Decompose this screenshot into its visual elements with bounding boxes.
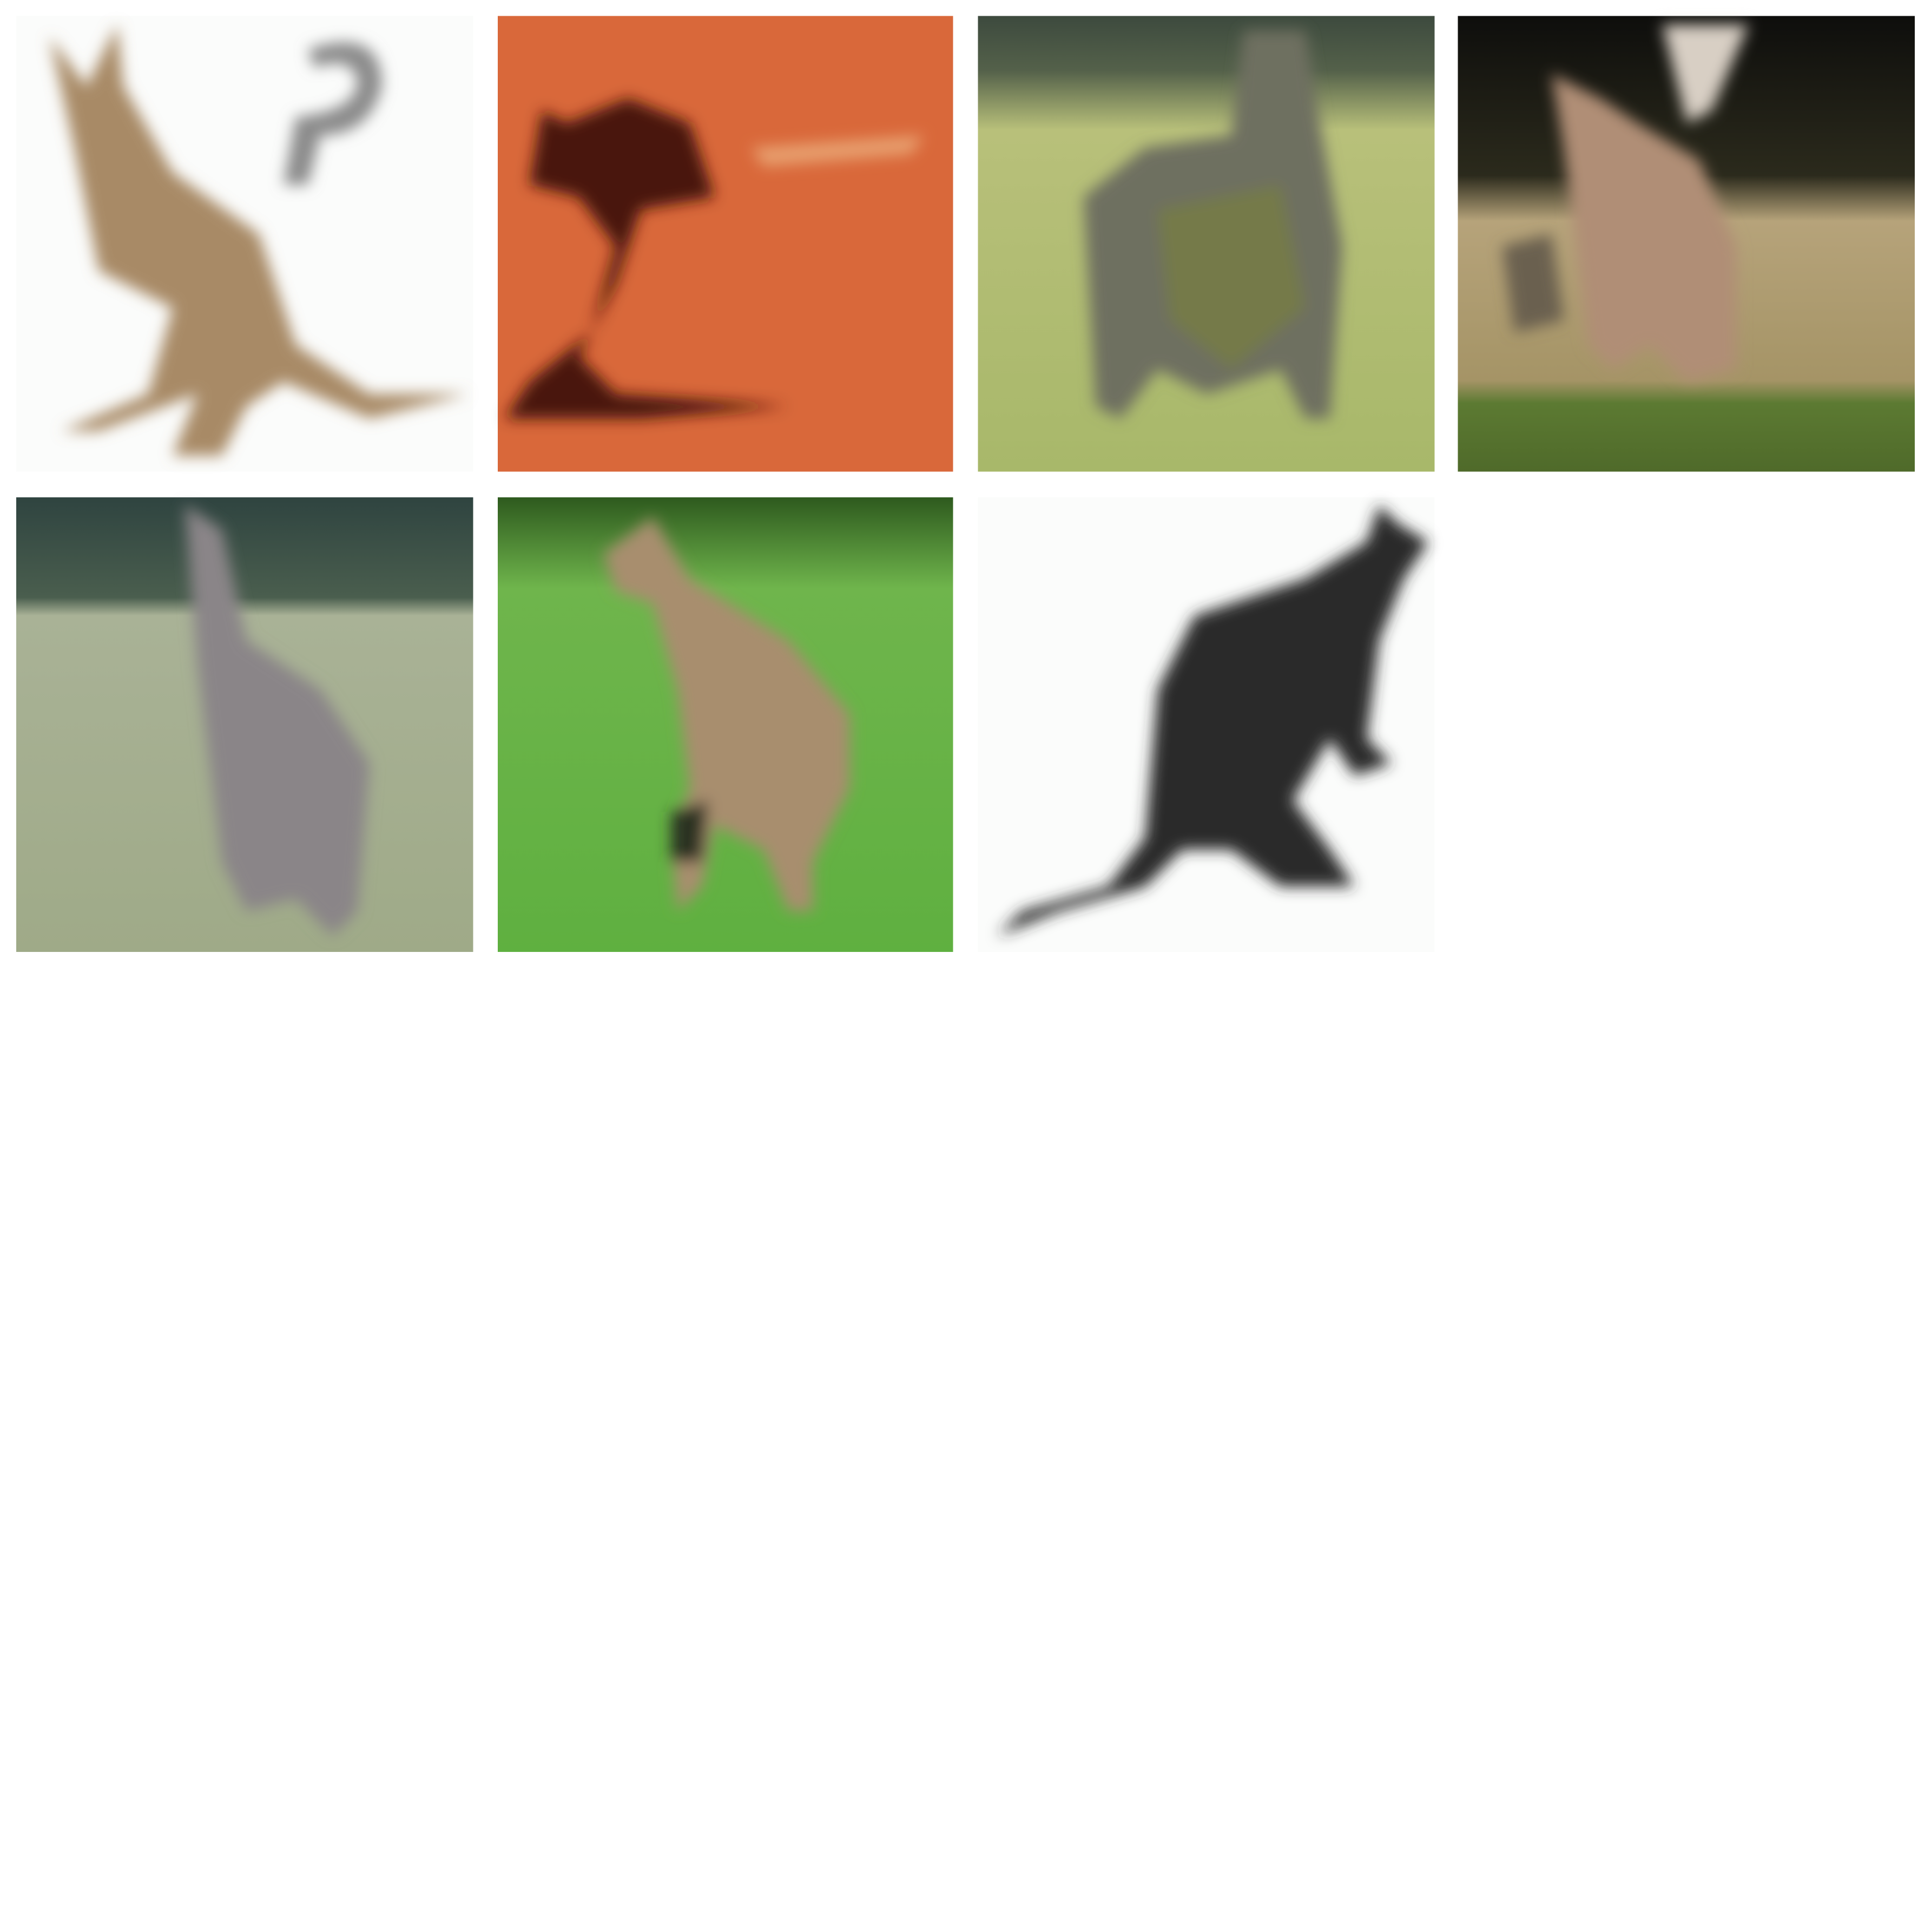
image-tile <box>16 497 473 952</box>
kangaroo <box>603 517 850 911</box>
kangaroo <box>184 504 370 936</box>
kangaroo <box>49 24 469 456</box>
image-tile <box>16 16 473 472</box>
image-tile <box>978 497 1435 952</box>
image-tile <box>1458 16 1915 472</box>
kangaroo <box>997 504 1429 936</box>
image-tile <box>978 16 1435 472</box>
image-tile <box>497 497 953 952</box>
kangaroo <box>1083 30 1342 419</box>
kangaroo <box>505 98 924 419</box>
kangaroo <box>1502 24 1749 382</box>
image-tile <box>497 16 953 472</box>
